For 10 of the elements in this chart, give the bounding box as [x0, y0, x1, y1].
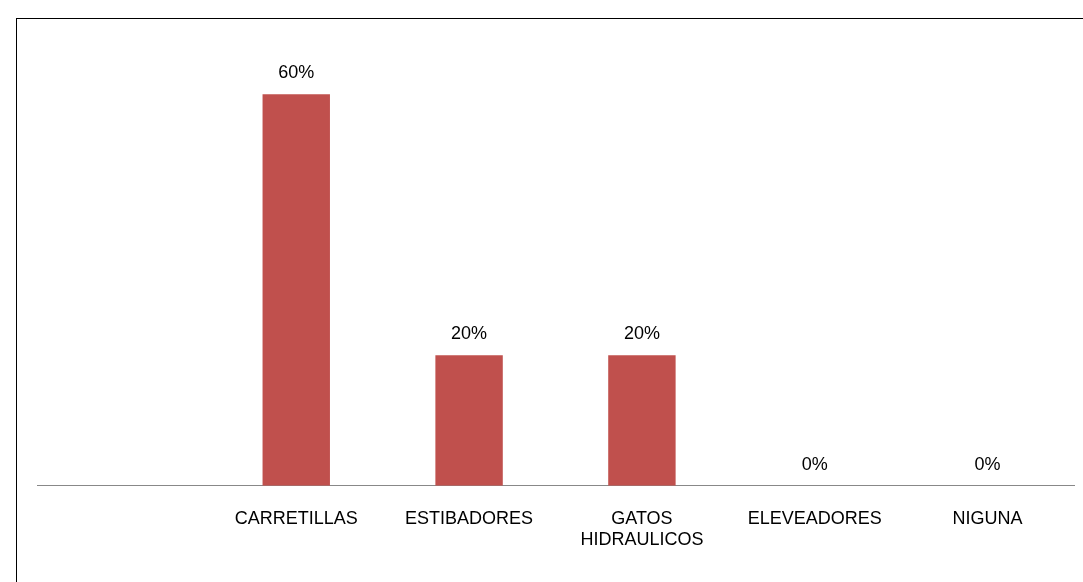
data-label: 60%	[278, 62, 315, 83]
x-tick-label: GATOS HIDRAULICOS	[580, 507, 704, 550]
x-tick-label: ELEVEADORES	[747, 507, 882, 528]
x-tick-label: NIGUNA	[952, 507, 1023, 528]
data-label: 0%	[974, 453, 1001, 474]
x-tick-label: ESTIBADORES	[405, 507, 534, 528]
data-label: 20%	[451, 323, 488, 344]
data-label: 0%	[801, 453, 828, 474]
data-label: 20%	[623, 323, 660, 344]
x-tick-label: CARRETILLAS	[234, 507, 358, 528]
